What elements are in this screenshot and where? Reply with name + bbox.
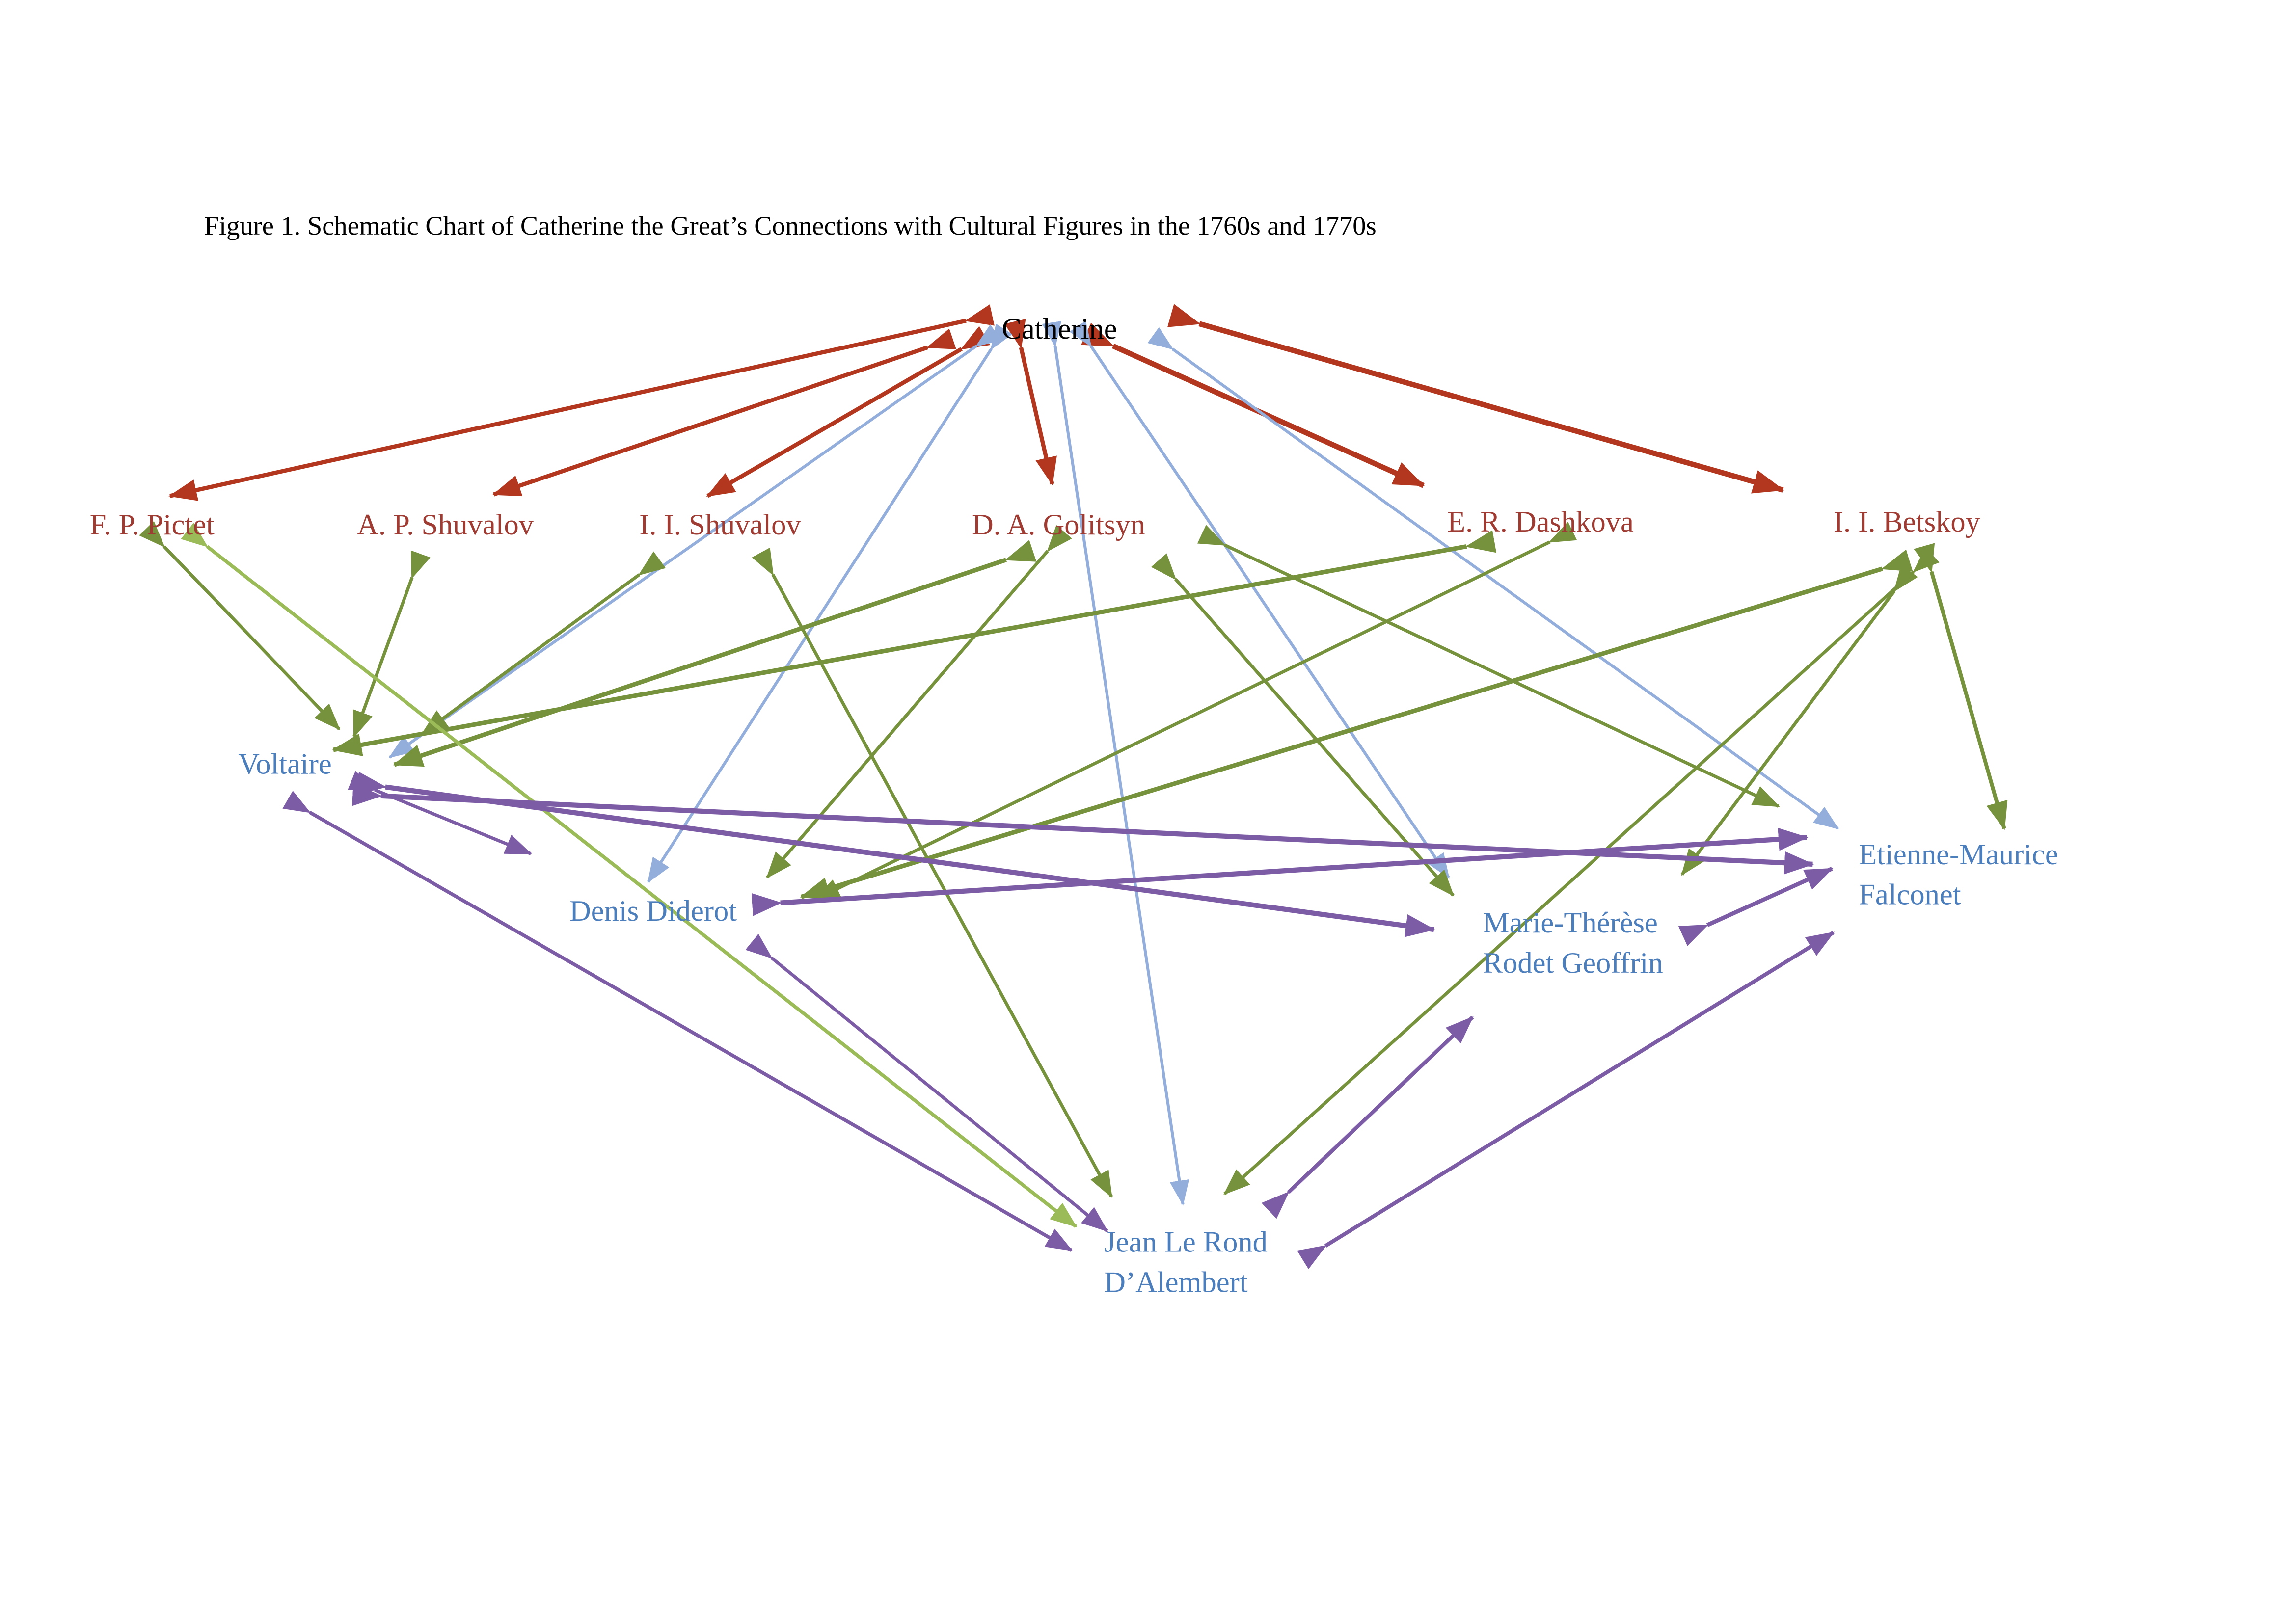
edge-betskoy-falconet [1914,543,2008,830]
edge-catherine-geoffrin [1069,320,1450,879]
edge-betskoy-geoffrin [1680,564,1918,876]
edge-catherine-dashkova [1081,322,1425,488]
node-label-dalembert: Jean Le Rond D’Alembert [1104,1226,1268,1299]
edge-catherine-betskoy [1167,304,1784,494]
node-label-voltaire-line1: Voltaire [238,747,331,780]
edge-catherine-voltaire [388,324,1002,759]
node-label-dashkova: E. R. Dashkova [1447,506,1634,538]
edge-golitsyn-geoffrin [1151,553,1455,897]
edge-diderot-falconet [751,827,1809,916]
edge-betskoy-diderot [800,549,1913,900]
node-label-golitsyn-line1: D. A. Golitsyn [972,508,1145,541]
node-label-pictet-line1: F. P. Pictet [90,508,215,541]
edge-golitsyn-diderot [765,525,1072,879]
figure-title: Figure 1. Schematic Chart of Catherine t… [204,211,1377,240]
edge-pictet-dalembert [181,523,1078,1228]
node-label-falconet-line1: Etienne-Maurice [1859,838,2058,871]
edge-catherine-golitsyn [1004,319,1057,486]
node-label-ii-shuvalov-line1: I. I. Shuvalov [639,508,801,541]
edge-pictet-voltaire [139,521,341,730]
edge-voltaire-geoffrin [355,772,1435,937]
edge-geoffrin-falconet [1678,867,1834,946]
edge-voltaire-dalembert [282,791,1073,1252]
edge-diderot-dalembert [745,933,1108,1232]
node-label-golitsyn: D. A. Golitsyn [972,508,1145,541]
node-label-diderot-line1: Denis Diderot [569,895,737,928]
node-label-geoffrin-line1: Marie-Thérèse [1483,906,1658,939]
node-label-dalembert-line2: D’Alembert [1104,1266,1247,1299]
edge-ii-shuvalov-voltaire [421,551,666,735]
node-label-diderot: Denis Diderot [569,895,737,928]
node-label-catherine-line1: Catherine [1001,313,1117,346]
edge-dalembert-geoffrin [1261,1015,1474,1219]
node-label-ii-shuvalov: I. I. Shuvalov [639,508,801,541]
node-label-betskoy: I. I. Betskoy [1834,506,1981,538]
edge-catherine-ap-shuvalov [492,328,956,497]
edge-golitsyn-voltaire [393,540,1037,767]
edge-ap-shuvalov-voltaire [352,550,431,738]
node-label-geoffrin-line2: Rodet Geoffrin [1483,947,1663,980]
node-label-betskoy-line1: I. I. Betskoy [1834,506,1981,538]
node-label-ap-shuvalov: A. P. Shuvalov [357,508,534,541]
node-label-geoffrin: Marie-Thérèse Rodet Geoffrin [1483,906,1663,980]
node-label-falconet-line2: Falconet [1859,878,1961,911]
nodes-layer: Figure 1. Schematic Chart of Catherine t… [90,211,2058,1299]
node-label-voltaire: Voltaire [238,747,331,780]
edge-catherine-falconet [1147,327,1839,830]
edge-dalembert-falconet [1297,931,1835,1270]
node-label-dashkova-line1: E. R. Dashkova [1447,506,1634,538]
node-label-pictet: F. P. Pictet [90,508,215,541]
node-label-dalembert-line1: Jean Le Rond [1104,1226,1268,1259]
node-label-falconet: Etienne-Maurice Falconet [1859,838,2058,911]
node-label-catherine: Catherine [1001,313,1117,346]
node-label-ap-shuvalov-line1: A. P. Shuvalov [357,508,534,541]
edges-layer [139,304,2008,1270]
